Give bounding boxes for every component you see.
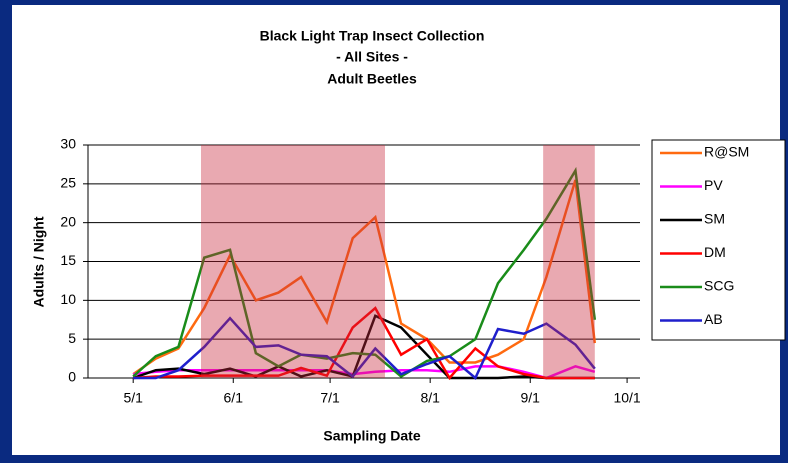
x-tick-label: 5/1 (123, 390, 143, 406)
y-tick-label: 10 (60, 291, 76, 307)
x-tick-label: 10/1 (613, 390, 640, 406)
legend-label: DM (704, 244, 726, 260)
x-tick-label: 7/1 (320, 390, 340, 406)
legend-label: AB (704, 311, 723, 327)
shaded-period (543, 145, 595, 378)
chart-title: - All Sites - (336, 49, 408, 65)
x-axis-label: Sampling Date (323, 428, 420, 444)
y-tick-label: 30 (60, 136, 76, 152)
legend (651, 139, 786, 341)
chart-title: Black Light Trap Insect Collection (260, 28, 485, 44)
series-line (133, 316, 596, 381)
y-tick-label: 20 (60, 213, 76, 229)
series-line (132, 166, 597, 378)
series-line (133, 306, 595, 381)
x-tick-label: 9/1 (521, 390, 541, 406)
legend-label: SCG (704, 278, 734, 294)
shaded-period (200, 145, 385, 378)
y-tick-label: 15 (60, 252, 76, 268)
y-tick-label: 0 (68, 369, 76, 385)
x-tick-label: 8/1 (420, 390, 440, 406)
legend-label: PV (704, 177, 723, 193)
chart-title: Adult Beetles (327, 71, 417, 87)
legend-label: SM (704, 211, 725, 227)
series-line (132, 314, 595, 380)
y-tick-label: 25 (60, 175, 76, 191)
legend-label: R@SM (704, 144, 749, 160)
series-line (132, 179, 597, 376)
y-tick-label: 5 (68, 330, 76, 346)
series-line (133, 365, 596, 380)
x-tick-label: 6/1 (224, 390, 244, 406)
y-axis-label: Adults / Night (31, 216, 47, 307)
